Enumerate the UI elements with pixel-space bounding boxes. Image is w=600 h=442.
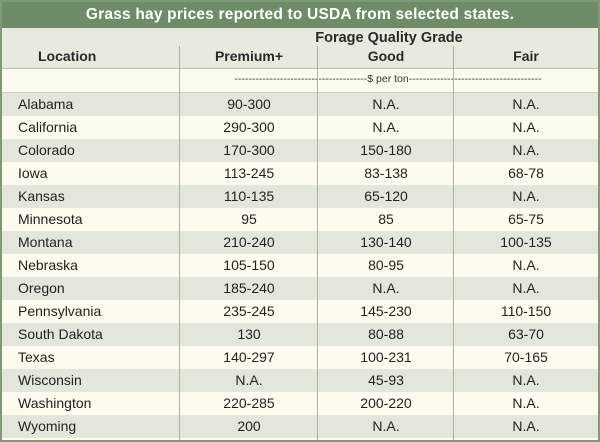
column-divider — [453, 46, 454, 440]
table-row: Montana 210-240 130-140 100-135 — [2, 231, 598, 254]
table-row: Texas 140-297 100-231 70-165 — [2, 346, 598, 369]
cell-location: Wisconsin — [18, 372, 82, 388]
cell-premium: 200 — [237, 418, 261, 434]
cell-premium: 170-300 — [223, 142, 275, 158]
cell-location: Oregon — [18, 280, 65, 296]
cell-premium: 140-297 — [223, 349, 275, 365]
table-header: Forage Quality Grade Location Premium+ G… — [2, 28, 598, 69]
column-header-fair: Fair — [513, 48, 539, 64]
cell-location: Nebraska — [18, 257, 78, 273]
cell-fair: N.A. — [512, 418, 540, 434]
units-row: --------------------------------------$ … — [2, 69, 598, 93]
cell-premium: 105-150 — [223, 257, 275, 273]
cell-fair: N.A. — [512, 372, 540, 388]
cell-premium: 95 — [241, 211, 257, 227]
cell-fair: 68-78 — [508, 165, 544, 181]
table-body: Alabama 90-300 N.A. N.A. California 290-300 N.… — [2, 93, 598, 438]
table-row: South Dakota 130 80-88 63-70 — [2, 323, 598, 346]
cell-location: Texas — [18, 349, 55, 365]
cell-location: Montana — [18, 234, 73, 250]
cell-location: Minnesota — [18, 211, 83, 227]
cell-good: 130-140 — [360, 234, 412, 250]
cell-premium: 220-285 — [223, 395, 275, 411]
cell-good: 80-95 — [368, 257, 404, 273]
column-header-good: Good — [367, 48, 405, 64]
cell-good: N.A. — [372, 418, 400, 434]
cell-premium: 113-245 — [223, 165, 275, 181]
cell-good: N.A. — [372, 119, 400, 135]
cell-good: 200-220 — [360, 395, 412, 411]
cell-fair: 65-75 — [508, 211, 544, 227]
cell-good: 145-230 — [360, 303, 412, 319]
cell-good: 83-138 — [364, 165, 408, 181]
cell-fair: N.A. — [512, 119, 540, 135]
table-row: Wyoming 200 N.A. N.A. — [2, 415, 598, 438]
table-row: Washington 220-285 200-220 N.A. — [2, 392, 598, 415]
group-header: Forage Quality Grade — [315, 30, 463, 46]
table-row: California 290-300 N.A. N.A. — [2, 116, 598, 139]
cell-location: Washington — [18, 395, 92, 411]
cell-premium: 235-245 — [223, 303, 275, 319]
cell-premium: 290-300 — [223, 119, 275, 135]
column-divider — [317, 46, 318, 440]
column-divider — [179, 46, 180, 440]
cell-good: 150-180 — [360, 142, 412, 158]
cell-good: 85 — [378, 211, 394, 227]
cell-fair: 110-150 — [500, 303, 552, 319]
cell-fair: 100-135 — [500, 234, 552, 250]
table-row: Nebraska 105-150 80-95 N.A. — [2, 254, 598, 277]
cell-good: 65-120 — [364, 188, 408, 204]
cell-location: Kansas — [18, 188, 65, 204]
cell-fair: N.A. — [512, 142, 540, 158]
cell-location: California — [18, 119, 78, 135]
cell-good: 45-93 — [368, 372, 404, 388]
cell-location: South Dakota — [18, 326, 103, 342]
cell-premium: 185-240 — [223, 280, 275, 296]
table-row: Pennsylvania 235-245 145-230 110-150 — [2, 300, 598, 323]
cell-premium: 110-135 — [223, 188, 275, 204]
column-header-location: Location — [38, 48, 97, 64]
column-header-premium: Premium+ — [214, 48, 284, 64]
cell-good: 80-88 — [368, 326, 404, 342]
cell-location: Colorado — [18, 142, 75, 158]
cell-fair: N.A. — [512, 280, 540, 296]
cell-location: Iowa — [18, 165, 48, 181]
table-row: Wisconsin N.A. 45-93 N.A. — [2, 369, 598, 392]
table-row: Oregon 185-240 N.A. N.A. — [2, 277, 598, 300]
table-row: Colorado 170-300 150-180 N.A. — [2, 139, 598, 162]
cell-location: Pennsylvania — [18, 303, 102, 319]
cell-fair: 70-165 — [504, 349, 548, 365]
cell-premium: 210-240 — [223, 234, 275, 250]
cell-fair: N.A. — [512, 188, 540, 204]
cell-fair: N.A. — [512, 96, 540, 112]
cell-fair: N.A. — [512, 257, 540, 273]
cell-location: Alabama — [18, 96, 74, 112]
table-row: Alabama 90-300 N.A. N.A. — [2, 93, 598, 116]
cell-good: N.A. — [372, 96, 400, 112]
cell-fair: 63-70 — [508, 326, 544, 342]
table-row: Minnesota 95 85 65-75 — [2, 208, 598, 231]
cell-premium: 90-300 — [227, 96, 271, 112]
cell-premium: 130 — [237, 326, 261, 342]
cell-premium: N.A. — [235, 372, 263, 388]
cell-good: 100-231 — [360, 349, 412, 365]
cell-location: Wyoming — [18, 418, 77, 434]
table-title: Grass hay prices reported to USDA from s… — [2, 2, 598, 28]
cell-good: N.A. — [372, 280, 400, 296]
units-label: --------------------------------------$ … — [234, 73, 542, 85]
cell-fair: N.A. — [512, 395, 540, 411]
table-row: Iowa 113-245 83-138 68-78 — [2, 162, 598, 185]
table-row: Kansas 110-135 65-120 N.A. — [2, 185, 598, 208]
